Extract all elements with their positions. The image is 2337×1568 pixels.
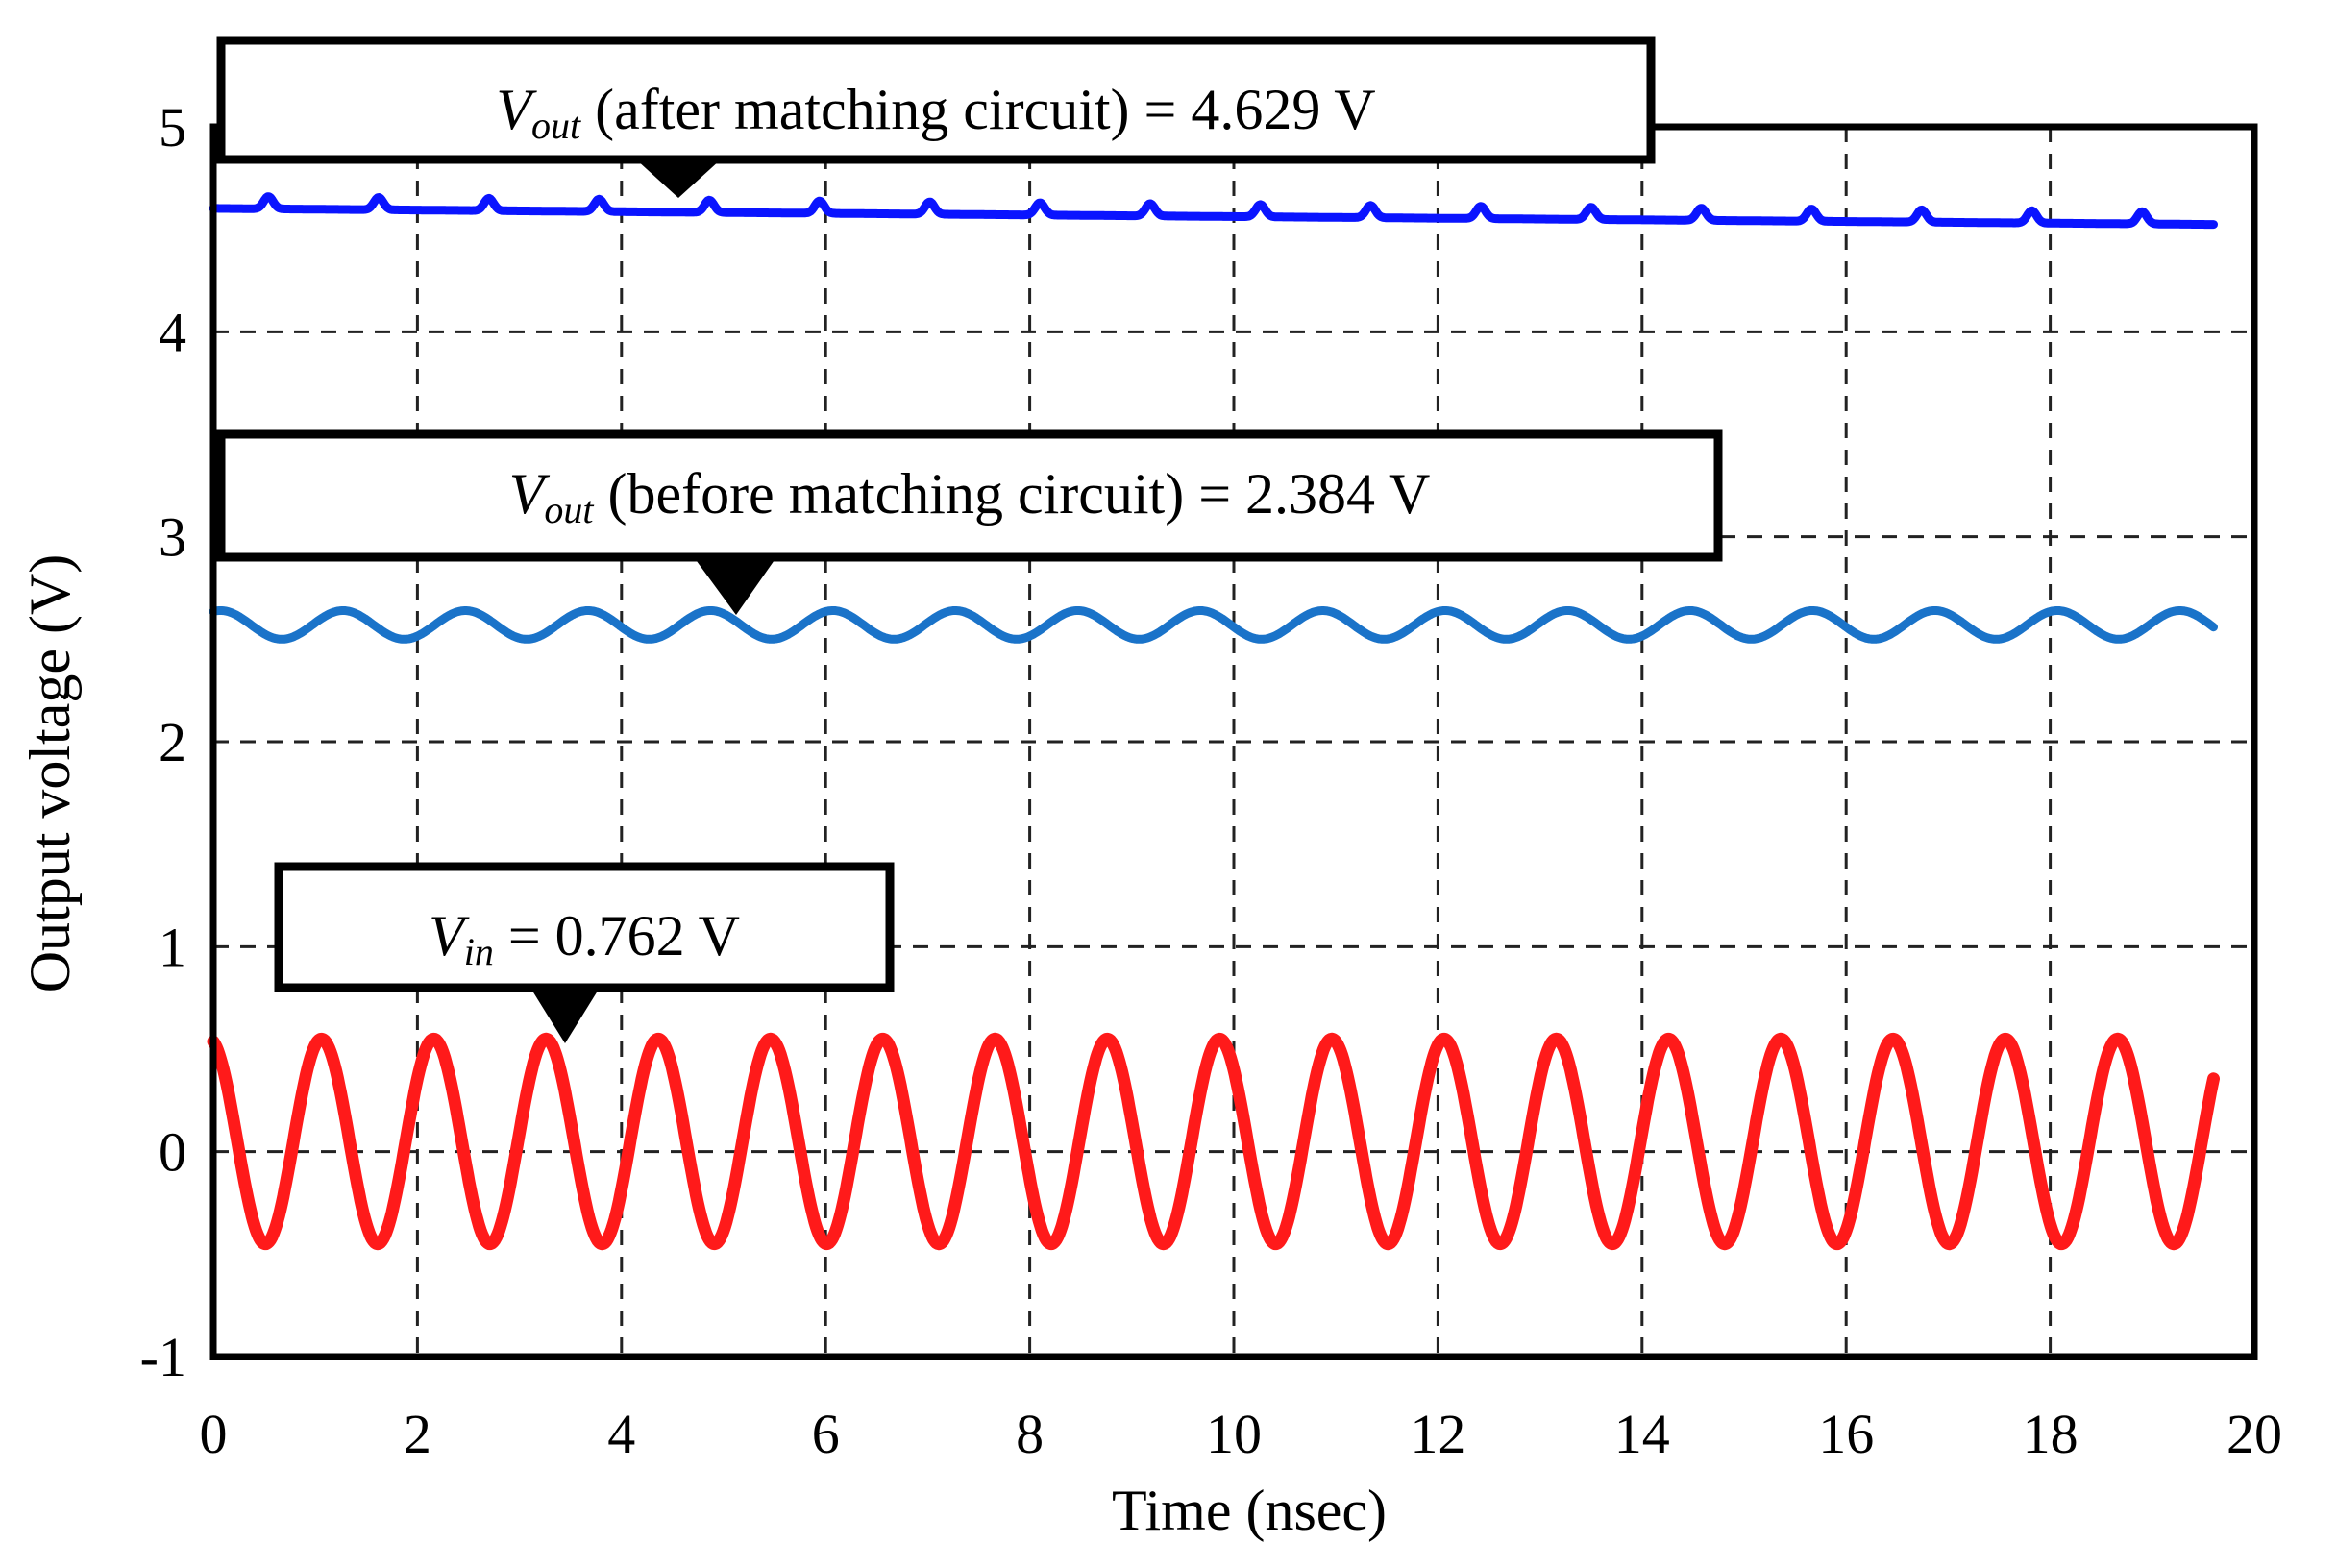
callout-after-sub: out <box>531 104 581 147</box>
callout-after-matching: Vout (after matching circuit) = 4.629 V <box>216 36 1656 198</box>
series-line-2 <box>207 1032 2220 1251</box>
callout-after-var: V <box>496 78 537 141</box>
callout-before-sub: out <box>544 488 594 531</box>
callout-before-pointer <box>694 557 776 615</box>
x-axis-title: Time (nsec) <box>1112 1479 1387 1542</box>
y-tick-label-5: 4 <box>159 301 186 363</box>
series-line-1 <box>209 606 2218 644</box>
y-tick-label-0: -1 <box>140 1326 186 1388</box>
y-tick-label-3: 2 <box>159 711 186 773</box>
x-tick-label-6: 12 <box>1410 1403 1465 1465</box>
callout-before-label: Vout (before matching circuit) = 2.384 V <box>509 462 1431 531</box>
callout-after-pointer <box>636 159 721 198</box>
y-axis-title: Output voltage (V) <box>18 554 82 993</box>
x-tick-label-5: 10 <box>1206 1403 1262 1465</box>
series-lines <box>207 192 2220 1251</box>
y-tick-label-6: 5 <box>159 96 186 159</box>
x-tick-label-3: 6 <box>812 1403 840 1465</box>
x-tick-label-1: 2 <box>404 1403 431 1465</box>
series-line-0 <box>209 192 2218 230</box>
callout-vin-pointer <box>530 988 600 1043</box>
callout-before-text: (before matching circuit) = 2.384 V <box>593 462 1430 526</box>
callout-before-var: V <box>509 462 551 526</box>
x-tick-label-0: 0 <box>200 1403 228 1465</box>
x-tick-label-8: 16 <box>1818 1403 1874 1465</box>
callout-vin-label: Vin = 0.762 V <box>429 904 740 973</box>
x-tick-label-2: 4 <box>607 1403 635 1465</box>
callout-after-box <box>216 36 1656 164</box>
callout-vin: Vin = 0.762 V <box>274 862 895 1043</box>
x-tick-label-10: 20 <box>2226 1403 2282 1465</box>
x-tick-label-9: 18 <box>2023 1403 2079 1465</box>
callout-vin-box <box>274 862 895 992</box>
x-tick-label-4: 8 <box>1016 1403 1044 1465</box>
callout-after-label: Vout (after matching circuit) = 4.629 V <box>496 78 1375 147</box>
grid-lines <box>213 127 2254 1357</box>
callout-vin-var: V <box>429 904 470 968</box>
y-tick-label-4: 3 <box>159 506 186 569</box>
y-tick-label-1: 0 <box>159 1121 186 1184</box>
callout-before-box <box>216 429 1723 562</box>
callout-before-matching: Vout (before matching circuit) = 2.384 V <box>216 429 1723 615</box>
y-tick-label-2: 1 <box>159 916 186 978</box>
callout-after-text: (after matching circuit) = 4.629 V <box>580 78 1375 141</box>
callout-vin-sub: in <box>464 930 494 973</box>
x-tick-label-7: 14 <box>1614 1403 1670 1465</box>
callout-vin-text: = 0.762 V <box>494 904 740 968</box>
